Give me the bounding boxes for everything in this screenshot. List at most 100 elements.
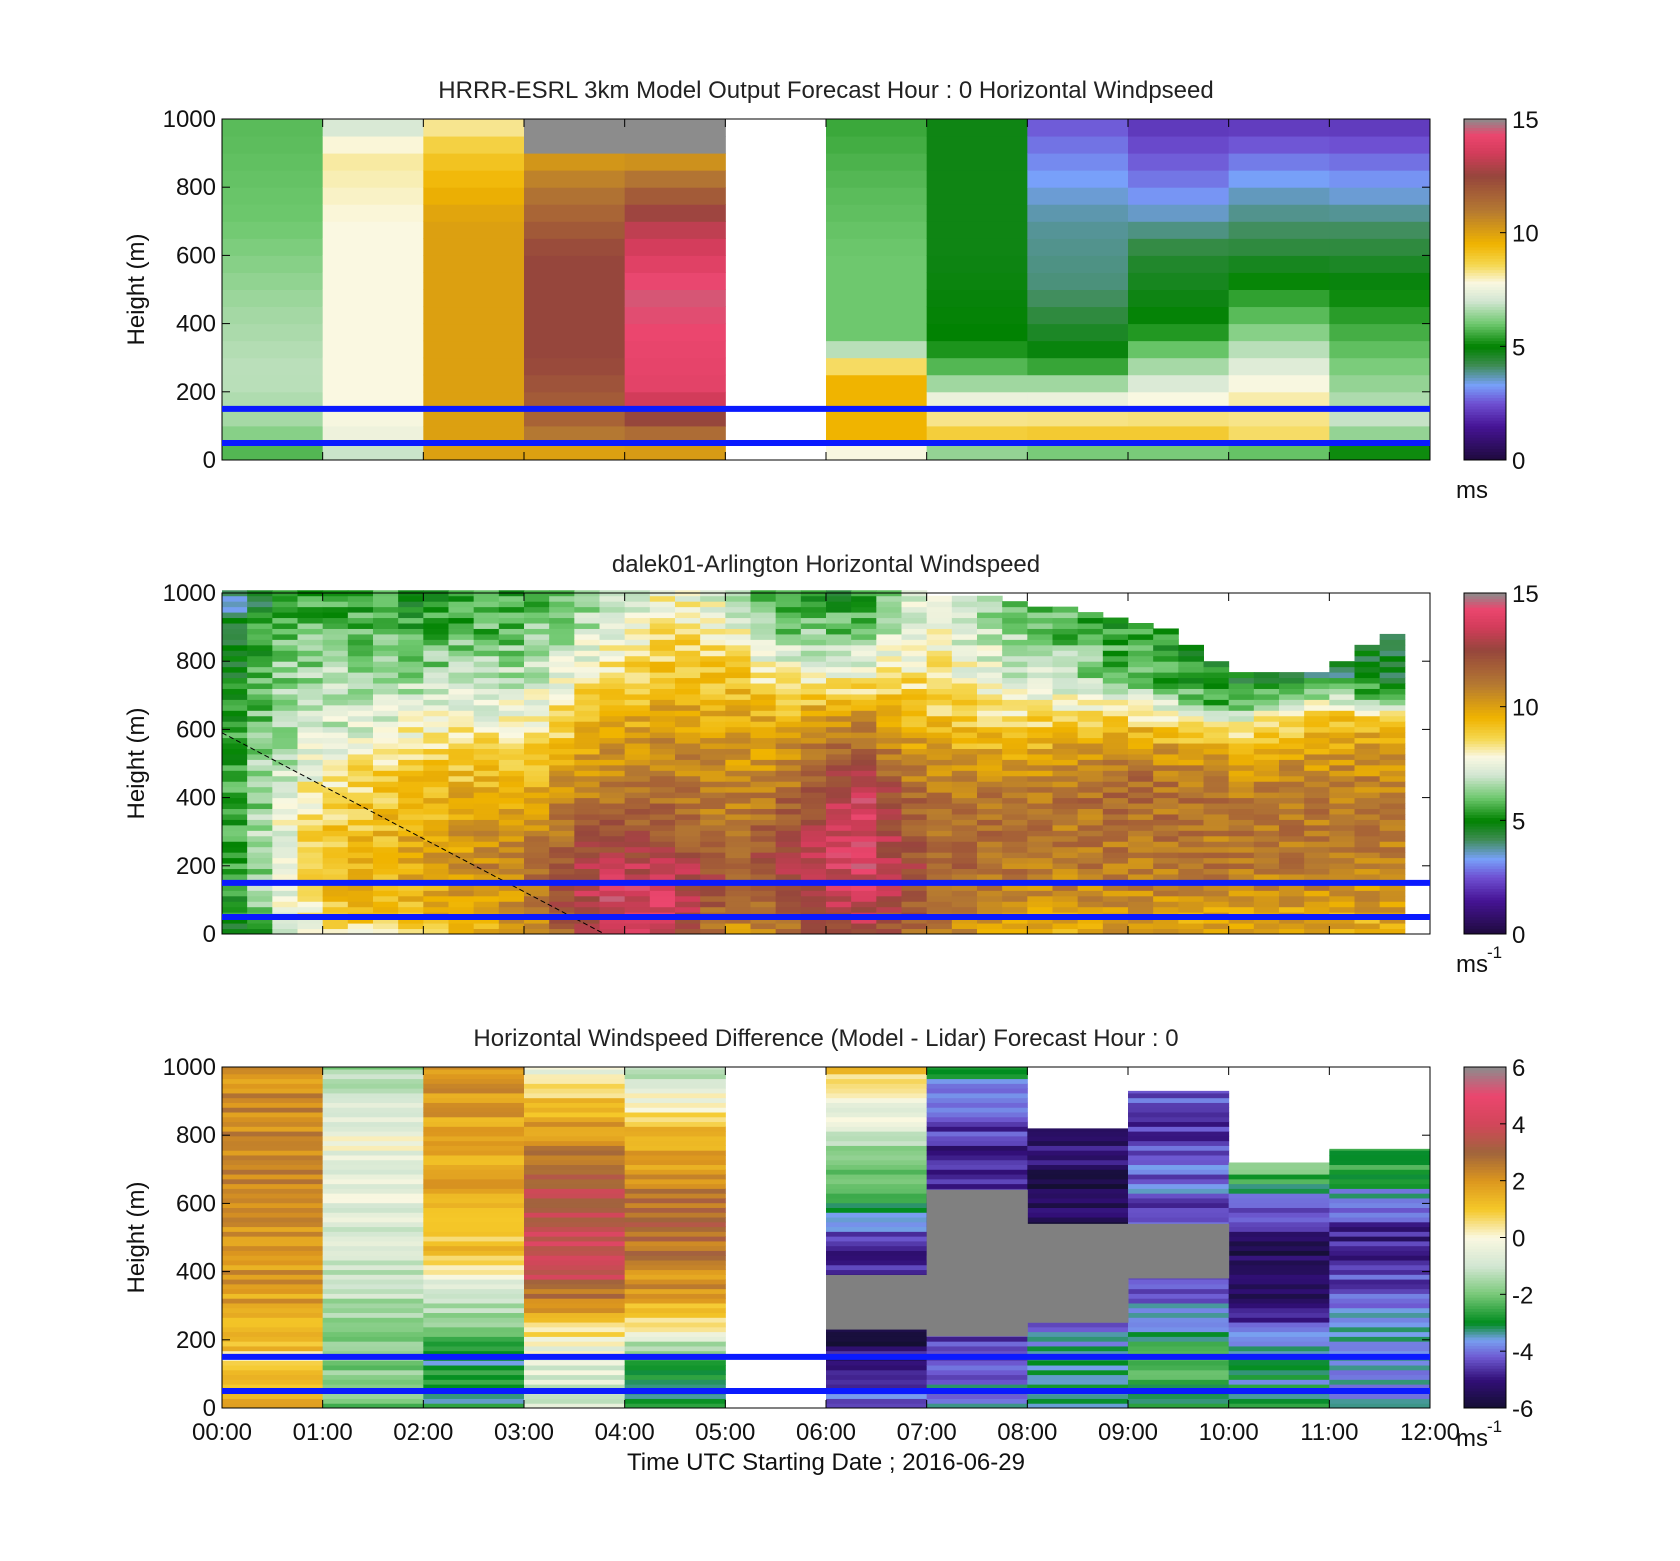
heatmap-cell bbox=[272, 835, 298, 842]
heatmap-cell bbox=[574, 726, 600, 733]
heatmap-cell bbox=[524, 1135, 626, 1142]
heatmap-cell bbox=[398, 732, 424, 739]
heatmap-cell bbox=[1077, 688, 1104, 695]
heatmap-cell bbox=[926, 1116, 1028, 1123]
colorbar-cell bbox=[1464, 871, 1506, 875]
heatmap-cell bbox=[675, 824, 701, 831]
heatmap-cell bbox=[1027, 1135, 1129, 1142]
heatmap-cell bbox=[851, 884, 877, 891]
heatmap-cell bbox=[977, 873, 1003, 880]
heatmap-cell bbox=[423, 1088, 525, 1094]
heatmap-cell bbox=[1279, 786, 1305, 793]
heatmap-cell bbox=[624, 928, 651, 935]
heatmap-cell bbox=[498, 764, 525, 771]
heatmap-cell bbox=[851, 895, 877, 902]
heatmap-cell bbox=[1203, 683, 1230, 689]
heatmap-cell bbox=[1128, 1116, 1230, 1123]
heatmap-cell bbox=[750, 884, 777, 891]
heatmap-cell bbox=[1052, 813, 1079, 820]
heatmap-cell bbox=[1329, 737, 1355, 744]
heatmap-cell bbox=[1077, 868, 1104, 875]
heatmap-cell bbox=[926, 884, 953, 891]
heatmap-cell bbox=[851, 873, 877, 880]
colorbar-cell bbox=[1464, 144, 1506, 148]
heatmap-cell bbox=[1228, 819, 1255, 826]
heatmap-cell bbox=[725, 726, 751, 733]
colorbar-cell bbox=[1464, 635, 1506, 639]
heatmap-cell bbox=[1027, 1350, 1129, 1356]
heatmap-cell bbox=[951, 873, 978, 880]
heatmap-cell bbox=[1304, 863, 1330, 870]
heatmap-cell bbox=[1027, 255, 1129, 273]
heatmap-cell bbox=[1128, 666, 1154, 673]
heatmap-cell bbox=[624, 1240, 726, 1247]
heatmap-cell bbox=[649, 644, 676, 651]
heatmap-cell bbox=[498, 781, 525, 788]
heatmap-cell bbox=[800, 732, 827, 739]
heatmap-cell bbox=[423, 1260, 525, 1266]
colorbar-cell bbox=[1464, 612, 1506, 617]
heatmap-cell bbox=[1279, 743, 1305, 749]
heatmap-cell bbox=[222, 748, 248, 755]
heatmap-cell bbox=[1128, 633, 1154, 640]
heatmap-cell bbox=[1128, 1365, 1230, 1371]
heatmap-cell bbox=[347, 606, 374, 613]
heatmap-cell bbox=[1002, 803, 1028, 810]
colorbar-cell bbox=[1464, 1257, 1506, 1261]
heatmap-cell bbox=[700, 753, 726, 760]
heatmap-cell bbox=[347, 699, 374, 706]
heatmap-cell bbox=[222, 187, 324, 205]
heatmap-cell bbox=[448, 672, 475, 679]
heatmap-cell bbox=[549, 683, 575, 689]
heatmap-cell bbox=[1077, 753, 1104, 760]
heatmap-cell bbox=[297, 601, 324, 608]
heatmap-cell bbox=[247, 786, 273, 793]
heatmap-cell bbox=[1027, 786, 1053, 793]
heatmap-cell bbox=[951, 683, 978, 689]
heatmap-cell bbox=[498, 721, 525, 728]
heatmap-cell bbox=[247, 672, 273, 679]
heatmap-cell bbox=[851, 699, 877, 706]
heatmap-cell bbox=[549, 873, 575, 880]
heatmap-cell bbox=[222, 1288, 324, 1294]
heatmap-cell bbox=[549, 764, 575, 771]
heatmap-cell bbox=[977, 628, 1003, 635]
heatmap-cell bbox=[1304, 835, 1330, 842]
heatmap-cell bbox=[1027, 808, 1053, 815]
heatmap-cell bbox=[800, 857, 827, 864]
heatmap-cell bbox=[423, 1164, 525, 1170]
heatmap-cell bbox=[775, 753, 802, 760]
colorbar-frame bbox=[1463, 118, 1507, 461]
heatmap-cell bbox=[247, 917, 273, 924]
heatmap-cell bbox=[1102, 803, 1129, 810]
heatmap-cell bbox=[700, 639, 726, 646]
heatmap-cell bbox=[1052, 857, 1079, 864]
heatmap-cell bbox=[1354, 699, 1381, 706]
heatmap-cell bbox=[1002, 644, 1028, 651]
heatmap-cell bbox=[901, 813, 928, 820]
heatmap-cell bbox=[423, 1398, 525, 1404]
heatmap-cell bbox=[1279, 699, 1305, 706]
heatmap-cell bbox=[624, 204, 726, 222]
heatmap-cell bbox=[901, 901, 928, 908]
heatmap-cell bbox=[977, 906, 1003, 913]
heatmap-cell bbox=[826, 1069, 928, 1075]
colorbar-cell bbox=[1464, 1311, 1506, 1315]
heatmap-cell bbox=[1027, 884, 1053, 891]
heatmap-cell bbox=[624, 170, 726, 188]
heatmap-cell bbox=[599, 666, 626, 673]
colorbar-cell bbox=[1464, 737, 1506, 742]
heatmap-cell bbox=[222, 792, 248, 799]
heatmap-cell bbox=[750, 704, 777, 711]
heatmap-cell bbox=[1203, 704, 1230, 711]
heatmap-cell bbox=[649, 628, 676, 635]
heatmap-cell bbox=[473, 890, 500, 897]
heatmap-cell bbox=[1178, 786, 1204, 793]
heatmap-cell bbox=[222, 1145, 324, 1151]
colorbar-cell bbox=[1464, 593, 1506, 597]
heatmap-cell bbox=[423, 1322, 525, 1328]
heatmap-cell bbox=[725, 830, 751, 837]
heatmap-cell bbox=[977, 710, 1003, 717]
heatmap-cell bbox=[398, 644, 424, 651]
heatmap-cell bbox=[322, 923, 349, 930]
